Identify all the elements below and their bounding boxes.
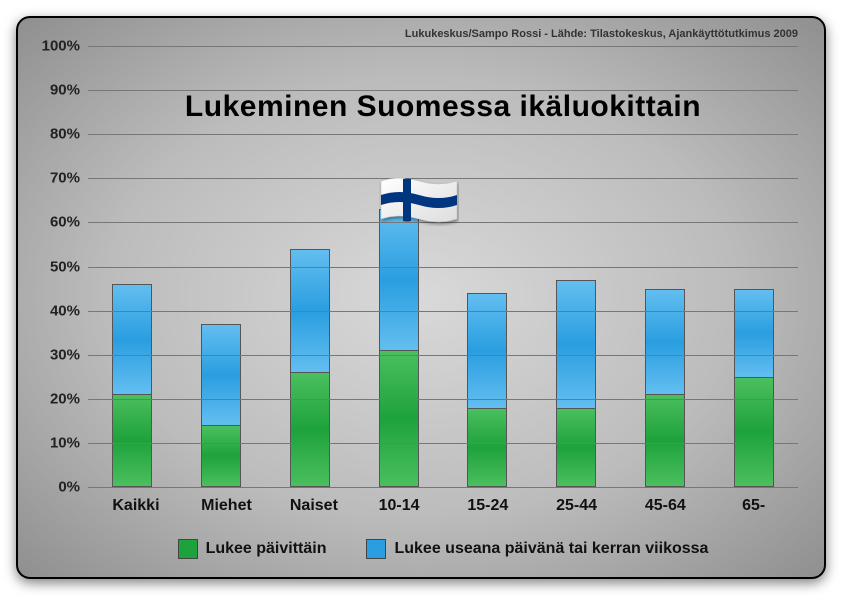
y-axis-label: 10% (50, 434, 80, 451)
bar-segment-daily (645, 394, 685, 487)
x-axis-label: 15-24 (467, 497, 507, 515)
grid-line (88, 46, 798, 47)
y-axis-label: 50% (50, 258, 80, 275)
legend-swatch-blue (366, 539, 386, 559)
legend-item-weekly: Lukee useana päivänä tai kerran viikossa (366, 539, 708, 559)
y-axis-label: 100% (42, 38, 80, 55)
bar-segment-daily (556, 408, 596, 487)
grid-line (88, 90, 798, 91)
grid-line (88, 443, 798, 444)
bar-segment-weekly (379, 209, 419, 350)
grid-line (88, 355, 798, 356)
x-axis-label: Naiset (290, 497, 330, 515)
y-axis-label: 60% (50, 214, 80, 231)
y-axis-label: 80% (50, 126, 80, 143)
legend-swatch-green (178, 539, 198, 559)
legend-label-weekly: Lukee useana päivänä tai kerran viikossa (394, 540, 708, 558)
bar-segment-daily (201, 425, 241, 487)
source-text: Lukukeskus/Sampo Rossi - Lähde: Tilastok… (405, 28, 798, 40)
bar-segment-weekly (645, 289, 685, 395)
bar-segment-weekly (734, 289, 774, 377)
grid-line (88, 267, 798, 268)
bar-segment-daily (467, 408, 507, 487)
x-axis-label: Kaikki (112, 497, 152, 515)
legend-label-daily: Lukee päivittäin (206, 540, 327, 558)
x-axis-label: 65- (734, 497, 774, 515)
y-axis-label: 70% (50, 170, 80, 187)
bar-segment-daily (290, 372, 330, 487)
y-axis-label: 90% (50, 82, 80, 99)
x-axis-label: Miehet (201, 497, 241, 515)
bar-segment-daily (379, 350, 419, 487)
x-axis-label: 10-14 (379, 497, 419, 515)
grid-line (88, 134, 798, 135)
finland-flag-icon (379, 175, 459, 229)
plot-area: Lukeminen Suomessa ikäluokittain 0%10%20… (88, 46, 798, 487)
bar-segment-daily (112, 394, 152, 487)
y-axis-label: 40% (50, 302, 80, 319)
legend: Lukee päivittäin Lukee useana päivänä ta… (88, 539, 798, 559)
x-axis-labels: Kaikki Miehet Naiset 10-14 15-24 25-44 45-64 65… (88, 497, 798, 515)
chart-frame: Lukukeskus/Sampo Rossi - Lähde: Tilastok… (16, 16, 826, 579)
bar-segment-daily (734, 377, 774, 487)
grid-line (88, 399, 798, 400)
x-axis-label: 45-64 (645, 497, 685, 515)
bar-segment-weekly (201, 324, 241, 425)
y-axis-label: 30% (50, 346, 80, 363)
x-axis-label: 25-44 (556, 497, 596, 515)
y-axis-label: 0% (58, 479, 80, 496)
bar-segment-weekly (112, 284, 152, 394)
legend-item-daily: Lukee päivittäin (178, 539, 327, 559)
grid-line (88, 311, 798, 312)
grid-line (88, 487, 798, 488)
y-axis-label: 20% (50, 390, 80, 407)
bar-segment-weekly (556, 280, 596, 408)
